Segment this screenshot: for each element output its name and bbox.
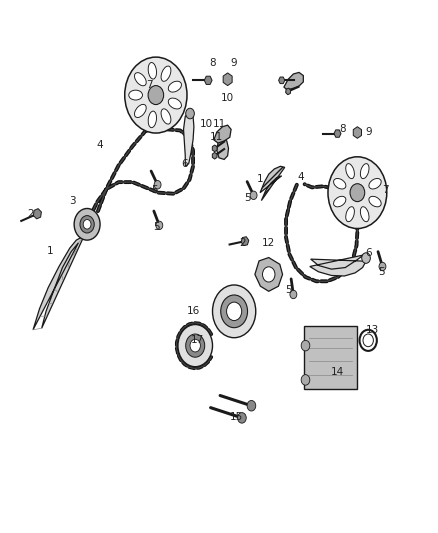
Circle shape [186,334,205,357]
Polygon shape [184,114,194,166]
Polygon shape [204,76,212,84]
Text: 10: 10 [199,119,212,129]
Text: 2: 2 [240,238,246,248]
Ellipse shape [346,207,354,222]
Circle shape [125,57,187,133]
Circle shape [290,290,297,298]
Circle shape [186,108,194,119]
Circle shape [262,267,275,282]
Text: 11: 11 [212,119,226,129]
Polygon shape [212,152,217,159]
Text: 4: 4 [97,140,103,150]
Polygon shape [212,145,217,152]
Circle shape [250,191,257,199]
Circle shape [221,295,247,328]
Text: 8: 8 [339,124,346,134]
Circle shape [178,325,212,367]
Text: 15: 15 [230,412,243,422]
Polygon shape [284,72,304,90]
Ellipse shape [334,196,346,207]
Text: 1: 1 [257,174,263,184]
Text: 1: 1 [47,246,54,256]
Text: 17: 17 [191,335,204,345]
Circle shape [83,220,91,229]
Polygon shape [310,255,366,276]
Polygon shape [334,130,341,138]
Polygon shape [33,208,42,219]
Ellipse shape [161,109,171,124]
Ellipse shape [168,81,181,92]
Polygon shape [286,88,291,95]
Polygon shape [353,127,361,139]
Ellipse shape [161,66,171,82]
Circle shape [379,262,386,271]
Text: 3: 3 [69,196,75,206]
Text: 16: 16 [187,306,200,316]
Ellipse shape [369,196,381,207]
Text: 4: 4 [298,172,304,182]
Ellipse shape [134,72,146,86]
Text: 6: 6 [181,159,188,168]
Text: 12: 12 [262,238,276,248]
Text: 5: 5 [378,267,385,277]
Text: 10: 10 [221,93,234,103]
Text: 7: 7 [146,79,153,90]
Text: 5: 5 [244,193,251,203]
Circle shape [156,221,163,230]
Text: 9: 9 [365,127,371,137]
Ellipse shape [334,179,346,189]
Ellipse shape [129,90,142,100]
Polygon shape [214,125,231,143]
Ellipse shape [360,164,369,179]
Circle shape [301,375,310,385]
Circle shape [212,285,256,338]
Ellipse shape [346,164,354,179]
FancyBboxPatch shape [304,326,357,390]
Polygon shape [279,77,285,84]
Circle shape [80,216,94,233]
Text: 14: 14 [331,367,345,377]
Circle shape [237,413,246,423]
Circle shape [190,340,201,352]
Text: 13: 13 [366,325,379,335]
Text: 5: 5 [151,185,157,195]
Circle shape [226,302,242,320]
Polygon shape [33,236,84,330]
Text: 6: 6 [365,248,371,259]
Ellipse shape [134,104,146,117]
Polygon shape [241,237,249,246]
Circle shape [301,341,310,351]
Polygon shape [217,139,229,159]
Text: 8: 8 [209,59,216,68]
Circle shape [148,86,164,104]
Polygon shape [255,257,283,292]
Circle shape [74,208,100,240]
Circle shape [247,400,256,411]
Ellipse shape [369,179,381,189]
Ellipse shape [148,111,156,128]
Text: 5: 5 [153,222,159,232]
Text: 9: 9 [231,59,237,68]
Ellipse shape [168,98,181,109]
Circle shape [362,253,371,263]
Circle shape [328,157,387,229]
Circle shape [154,181,161,189]
Circle shape [350,184,365,201]
Text: 11: 11 [210,132,223,142]
Text: 2: 2 [28,209,34,219]
Text: 5: 5 [285,285,292,295]
Ellipse shape [148,62,156,79]
Text: 7: 7 [382,185,389,195]
Ellipse shape [360,207,369,222]
Polygon shape [260,166,285,200]
Polygon shape [223,73,232,86]
